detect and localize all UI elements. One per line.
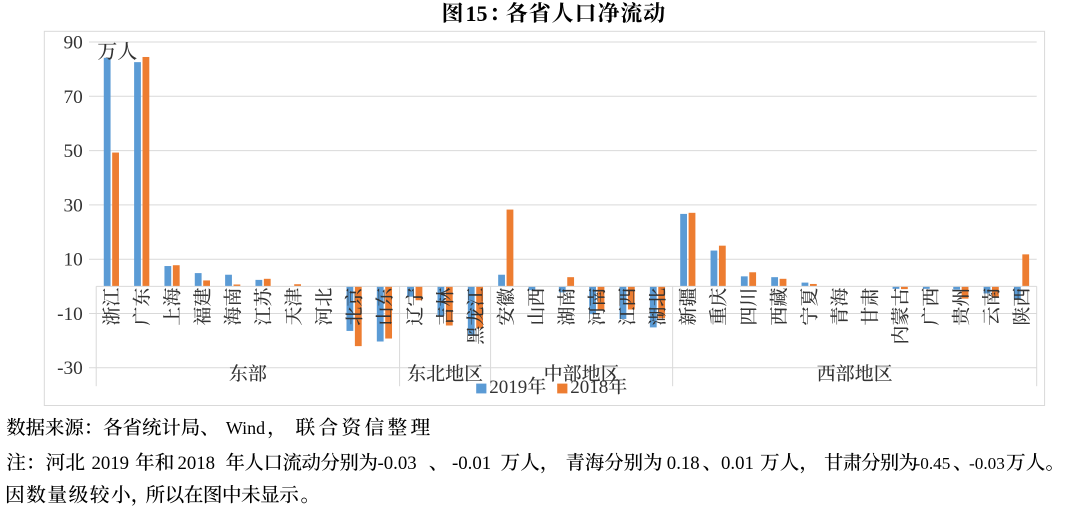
svg-text:90: 90 bbox=[64, 32, 83, 53]
svg-text:-0.01: -0.01 bbox=[452, 453, 491, 474]
svg-text:0.18: 0.18 bbox=[667, 453, 700, 474]
svg-text:2019: 2019 bbox=[92, 453, 130, 474]
svg-text:-10: -10 bbox=[57, 304, 83, 325]
svg-text:50: 50 bbox=[64, 141, 83, 162]
svg-text:2018: 2018 bbox=[178, 453, 216, 474]
svg-text:2018: 2018 bbox=[570, 377, 608, 398]
svg-text:30: 30 bbox=[64, 195, 83, 216]
svg-text:70: 70 bbox=[64, 87, 83, 108]
svg-text:2019: 2019 bbox=[489, 377, 527, 398]
svg-text:-0.45: -0.45 bbox=[915, 454, 951, 473]
svg-text:-0.03: -0.03 bbox=[969, 454, 1005, 473]
svg-text:0.01: 0.01 bbox=[721, 453, 754, 474]
svg-text:15: 15 bbox=[466, 1, 488, 26]
svg-text:-0.03: -0.03 bbox=[378, 453, 417, 474]
svg-text:Wind: Wind bbox=[226, 418, 265, 438]
svg-text:-30: -30 bbox=[57, 358, 83, 379]
svg-text:10: 10 bbox=[64, 250, 83, 271]
